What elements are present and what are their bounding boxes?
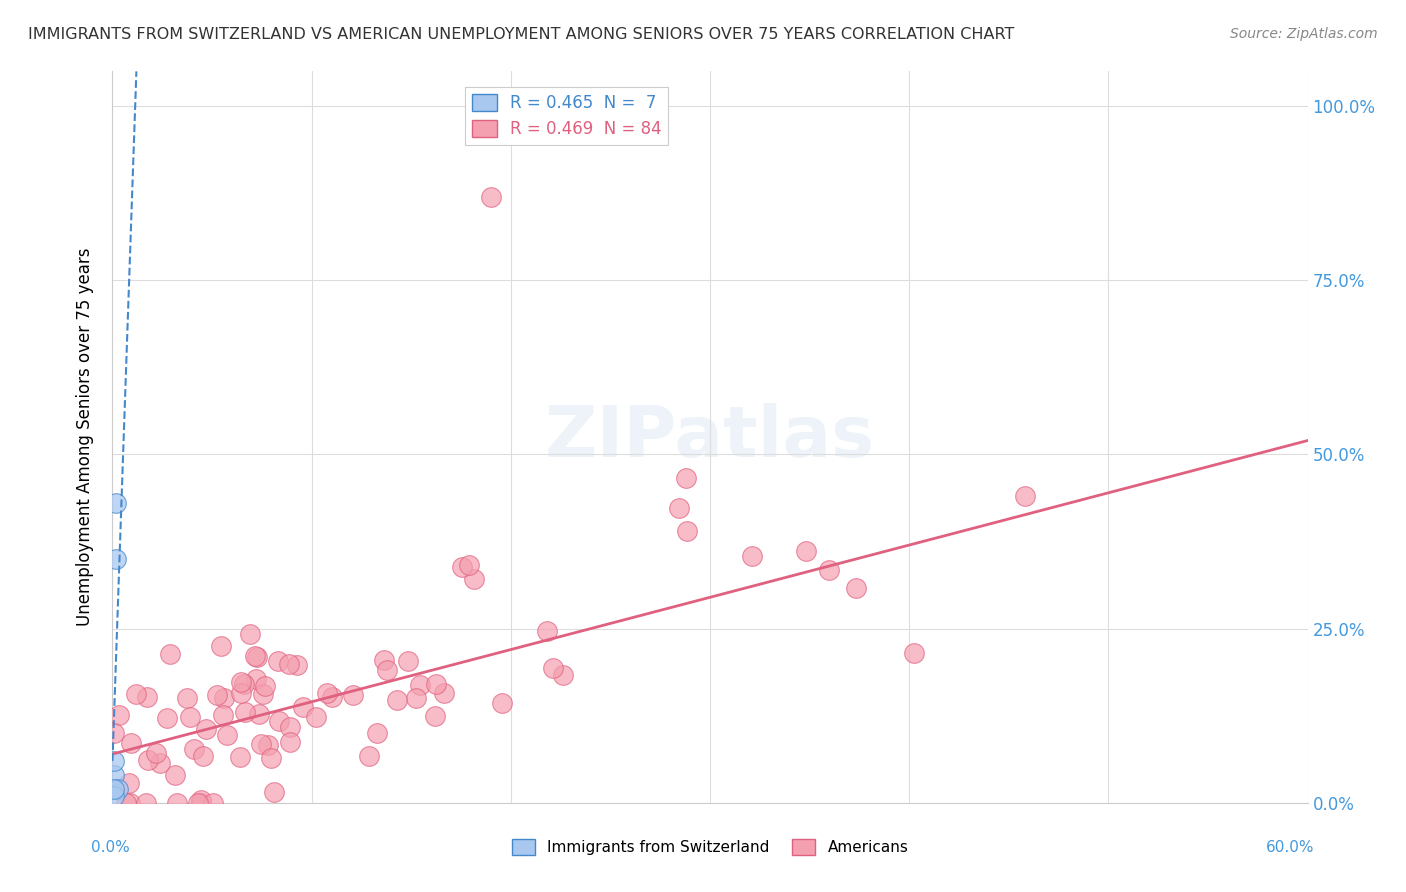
Point [375, 664, 398, 678]
Point [675, 471, 697, 485]
Point [205, 688, 228, 702]
Text: ZIPatlas: ZIPatlas [546, 402, 875, 472]
Point [458, 558, 481, 572]
Point [124, 687, 146, 701]
Point [267, 654, 290, 668]
Point [260, 751, 283, 765]
Point [278, 657, 301, 672]
Text: 60.0%: 60.0% [1267, 840, 1315, 855]
Point [149, 756, 172, 771]
Point [120, 796, 142, 810]
Point [254, 679, 277, 693]
Point [120, 736, 142, 750]
Point [202, 796, 225, 810]
Point [135, 796, 157, 810]
Point [409, 678, 432, 692]
Point [239, 627, 262, 641]
Point [405, 691, 427, 706]
Point [195, 722, 218, 736]
Point [156, 711, 179, 725]
Point [103, 768, 125, 782]
Point [107, 781, 129, 796]
Point [321, 690, 343, 705]
Point [103, 726, 125, 740]
Point [212, 707, 235, 722]
Point [342, 688, 364, 702]
Point [229, 686, 252, 700]
Point [373, 652, 395, 666]
Point [209, 639, 232, 653]
Point [105, 496, 128, 510]
Point [357, 748, 380, 763]
Point [105, 552, 128, 566]
Point [267, 714, 290, 729]
Legend: Immigrants from Switzerland, Americans: Immigrants from Switzerland, Americans [506, 833, 914, 861]
Point [463, 572, 485, 586]
Point [107, 707, 129, 722]
Text: IMMIGRANTS FROM SWITZERLAND VS AMERICAN UNEMPLOYMENT AMONG SENIORS OVER 75 YEARS: IMMIGRANTS FROM SWITZERLAND VS AMERICAN … [28, 27, 1015, 42]
Point [316, 686, 339, 700]
Point [191, 748, 214, 763]
Point [491, 697, 513, 711]
Point [536, 624, 558, 639]
Point [278, 735, 301, 749]
Point [243, 648, 266, 663]
Point [425, 677, 447, 691]
Point [451, 559, 474, 574]
Text: 0.0%: 0.0% [91, 840, 131, 855]
Point [1014, 489, 1036, 503]
Point [235, 705, 257, 719]
Point [553, 668, 575, 682]
Point [229, 674, 252, 689]
Point [229, 749, 252, 764]
Point [217, 728, 239, 742]
Point [114, 796, 136, 810]
Point [541, 661, 564, 675]
Point [190, 793, 212, 807]
Point [159, 647, 181, 661]
Point [305, 710, 328, 724]
Point [263, 785, 285, 799]
Point [190, 796, 212, 810]
Point [103, 789, 125, 803]
Point [741, 549, 763, 563]
Point [256, 738, 278, 752]
Point [163, 768, 186, 782]
Point [166, 796, 188, 810]
Text: Source: ZipAtlas.com: Source: ZipAtlas.com [1230, 27, 1378, 41]
Point [245, 672, 267, 686]
Point [278, 720, 301, 734]
Point [212, 690, 235, 705]
Point [387, 692, 409, 706]
Point [103, 781, 125, 796]
Point [103, 754, 125, 768]
Point [145, 747, 167, 761]
Point [676, 524, 699, 538]
Point [425, 709, 447, 723]
Point [396, 654, 419, 668]
Point [291, 700, 314, 714]
Point [176, 690, 198, 705]
Point [183, 742, 205, 756]
Point [366, 726, 388, 740]
Point [246, 650, 269, 665]
Y-axis label: Unemployment Among Seniors over 75 years: Unemployment Among Seniors over 75 years [76, 248, 94, 626]
Point [845, 581, 868, 595]
Point [285, 657, 308, 672]
Point [903, 646, 925, 660]
Point [250, 737, 273, 751]
Point [187, 796, 209, 810]
Point [179, 710, 201, 724]
Point [136, 754, 159, 768]
Point [818, 563, 841, 577]
Point [135, 690, 157, 704]
Point [247, 707, 270, 722]
Point [668, 501, 690, 516]
Point [433, 686, 456, 700]
Point [232, 677, 254, 691]
Point [252, 687, 274, 701]
Point [479, 190, 502, 204]
Point [118, 775, 141, 789]
Point [794, 544, 817, 558]
